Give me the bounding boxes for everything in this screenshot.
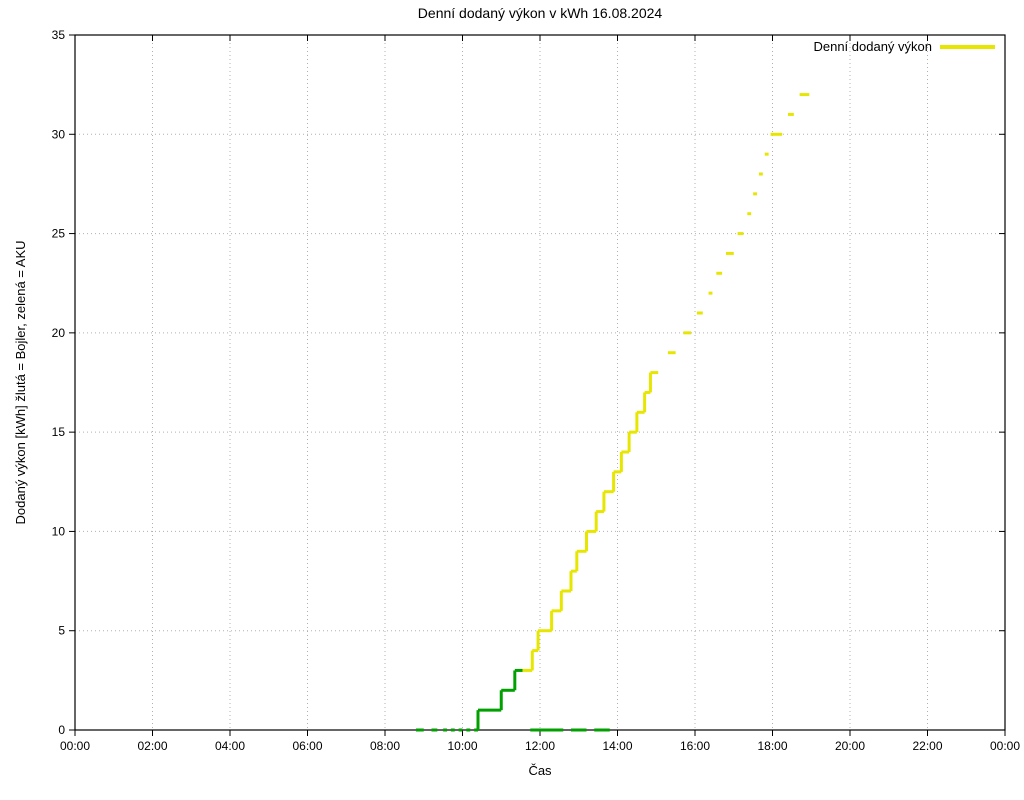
x-tick-label: 08:00 bbox=[370, 739, 400, 753]
y-tick-label: 20 bbox=[52, 326, 66, 340]
chart-container: 00:00 02:00 04:00 06:00 08:00 10:00 12:00 14:00… bbox=[0, 0, 1024, 800]
x-tick-label: 18:00 bbox=[757, 739, 787, 753]
x-tick-label: 20:00 bbox=[835, 739, 865, 753]
x-tick-label: 12:00 bbox=[525, 739, 555, 753]
x-tick-label: 16:00 bbox=[680, 739, 710, 753]
x-tick-label: 00:00 bbox=[60, 739, 90, 753]
y-tick-label: 5 bbox=[58, 624, 65, 638]
y-axis-label: Dodaný výkon [kWh] žlutá = Bojler, zelen… bbox=[13, 241, 28, 525]
x-tick-label: 00:00 bbox=[990, 739, 1020, 753]
chart-title: Denní dodaný výkon v kWh 16.08.2024 bbox=[418, 5, 663, 21]
x-tick-label: 10:00 bbox=[447, 739, 477, 753]
x-tick-label: 04:00 bbox=[215, 739, 245, 753]
x-tick-label: 02:00 bbox=[137, 739, 167, 753]
y-tick-label: 35 bbox=[52, 28, 66, 42]
y-tick-label: 25 bbox=[52, 227, 66, 241]
legend-label: Denní dodaný výkon bbox=[813, 39, 932, 54]
y-tick-label: 10 bbox=[52, 524, 66, 538]
x-tick-label: 14:00 bbox=[602, 739, 632, 753]
chart-svg: 00:00 02:00 04:00 06:00 08:00 10:00 12:00 14:00… bbox=[0, 0, 1024, 800]
y-tick-label: 0 bbox=[58, 723, 65, 737]
y-tick-label: 15 bbox=[52, 425, 66, 439]
x-tick-label: 22:00 bbox=[912, 739, 942, 753]
x-tick-label: 06:00 bbox=[292, 739, 322, 753]
x-axis-label: Čas bbox=[528, 763, 552, 778]
y-tick-label: 30 bbox=[52, 127, 66, 141]
